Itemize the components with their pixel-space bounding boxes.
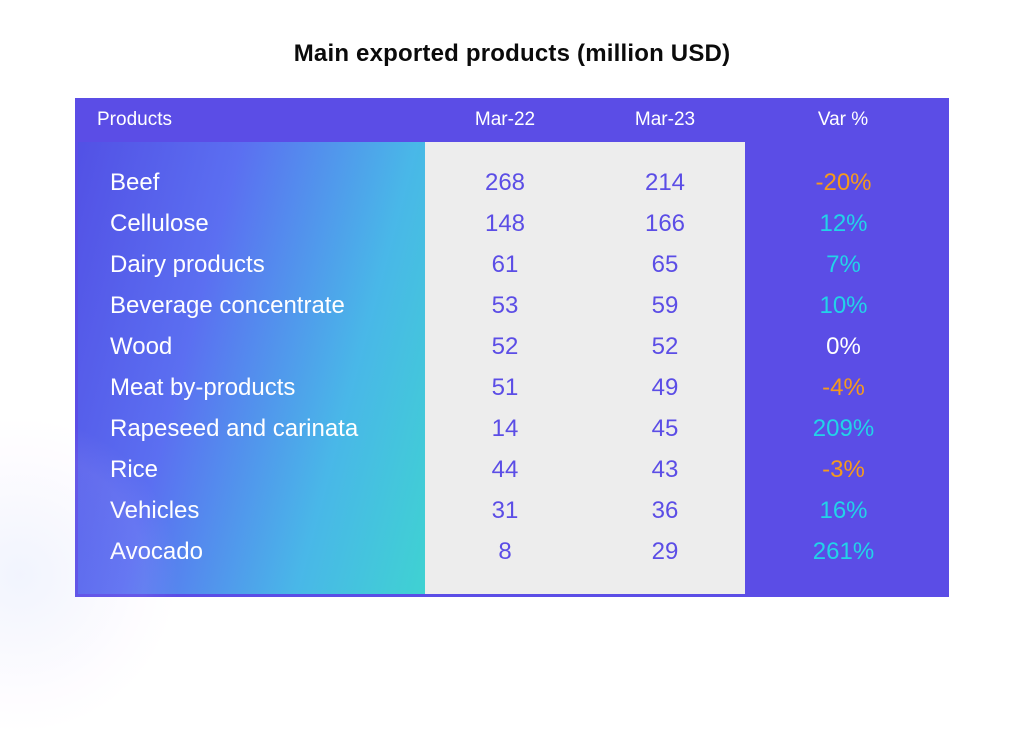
value-m23: 49 (585, 367, 745, 408)
value-m23: 166 (585, 203, 745, 244)
col-m23-body: 2141666559524945433629 (585, 142, 745, 594)
value-var: -3% (759, 449, 928, 490)
value-m22: 52 (425, 326, 585, 367)
value-var: 7% (759, 244, 928, 285)
value-var: -4% (759, 367, 928, 408)
product-name: Beverage concentrate (110, 285, 407, 326)
product-name: Cellulose (110, 203, 407, 244)
value-m22: 31 (425, 490, 585, 531)
product-name: Beef (110, 162, 407, 203)
col-m22-body: 268148615352511444318 (425, 142, 585, 594)
value-m22: 14 (425, 408, 585, 449)
value-m23: 214 (585, 162, 745, 203)
col-header-m23: Mar-23 (585, 109, 745, 131)
value-var: 12% (759, 203, 928, 244)
exports-table: Products Mar-22 Mar-23 Var % BeefCellulo… (75, 98, 949, 597)
value-m23: 45 (585, 408, 745, 449)
col-header-var: Var % (759, 109, 949, 131)
value-m22: 8 (425, 531, 585, 572)
value-m22: 51 (425, 367, 585, 408)
value-var: 16% (759, 490, 928, 531)
value-m23: 59 (585, 285, 745, 326)
value-m23: 36 (585, 490, 745, 531)
value-var: 261% (759, 531, 928, 572)
product-name: Rapeseed and carinata (110, 408, 407, 449)
value-m23: 52 (585, 326, 745, 367)
product-name: Wood (110, 326, 407, 367)
value-m22: 148 (425, 203, 585, 244)
value-m22: 61 (425, 244, 585, 285)
col-var-body: -20%12%7%10%0%-4%209%-3%16%261% (759, 142, 946, 594)
value-m23: 65 (585, 244, 745, 285)
value-m23: 29 (585, 531, 745, 572)
value-m22: 53 (425, 285, 585, 326)
col-gap-body (745, 142, 759, 594)
col-header-products: Products (75, 109, 425, 131)
value-m22: 268 (425, 162, 585, 203)
table-body: BeefCelluloseDairy productsBeverage conc… (75, 142, 949, 597)
value-var: 10% (759, 285, 928, 326)
value-var: -20% (759, 162, 928, 203)
page-title: Main exported products (million USD) (0, 0, 1024, 98)
value-m23: 43 (585, 449, 745, 490)
product-name: Dairy products (110, 244, 407, 285)
col-header-m22: Mar-22 (425, 109, 585, 131)
value-var: 0% (759, 326, 928, 367)
value-m22: 44 (425, 449, 585, 490)
product-name: Rice (110, 449, 407, 490)
value-var: 209% (759, 408, 928, 449)
product-name: Meat by-products (110, 367, 407, 408)
table-header: Products Mar-22 Mar-23 Var % (75, 98, 949, 142)
